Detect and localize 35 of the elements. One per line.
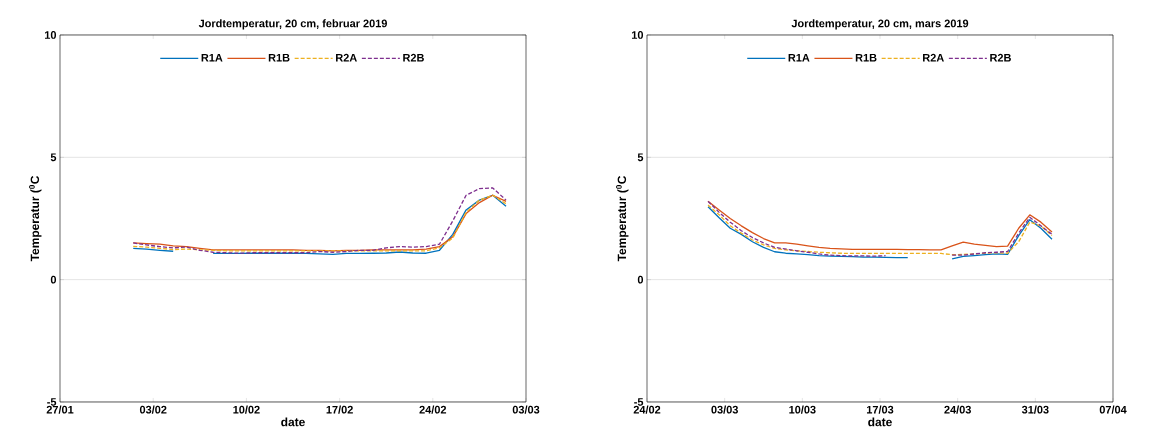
x-tick-label: 24/03 [944, 405, 971, 414]
legend-label: R1B [855, 53, 877, 62]
y-tick-label: 5 [50, 153, 57, 162]
legend-label: R1A [201, 53, 223, 62]
y-tick-label: 0 [637, 275, 644, 284]
x-tick-label: 31/03 [1021, 405, 1049, 414]
x-axis-title: date [868, 417, 892, 427]
y-tick-label: -5 [634, 398, 644, 406]
y-axis-title: Temperatur ($^{0}$C [29, 175, 42, 262]
x-tick-label: 24/02 [633, 405, 661, 414]
x-tick-label: 10/03 [789, 405, 816, 414]
x-tick-label: 03/02 [139, 405, 167, 414]
legend-label: R2B [990, 53, 1011, 62]
legend-label: R2B [403, 53, 424, 62]
x-axis-title: date [281, 417, 305, 427]
legend-label: R1B [268, 53, 290, 62]
y-tick-label: -5 [47, 398, 57, 406]
y-tick-label: 5 [637, 153, 644, 162]
x-tick-label: 03/03 [711, 405, 738, 414]
x-tick-label: 03/03 [512, 405, 540, 414]
y-tick-label: 0 [50, 275, 57, 284]
legend-label: R2A [336, 53, 357, 62]
chart-title: Jordtemperatur, 20 cm, mars 2019 [791, 19, 969, 30]
y-tick-label: 10 [631, 31, 644, 39]
x-tick-label: 07/04 [1099, 405, 1127, 414]
y-axis-title: Temperatur ($^{0}$C [616, 175, 629, 262]
legend-label: R1A [788, 53, 810, 62]
x-tick-label: 24/02 [419, 405, 447, 414]
legend-label: R2A [923, 53, 944, 62]
x-tick-label: 10/02 [233, 405, 260, 414]
x-tick-label: 27/01 [46, 405, 74, 414]
y-tick-label: 10 [44, 31, 57, 39]
x-tick-label: 17/02 [326, 405, 353, 414]
chart-title: Jordtemperatur, 20 cm, februar 2019 [198, 19, 387, 30]
x-tick-label: 17/03 [866, 405, 894, 414]
